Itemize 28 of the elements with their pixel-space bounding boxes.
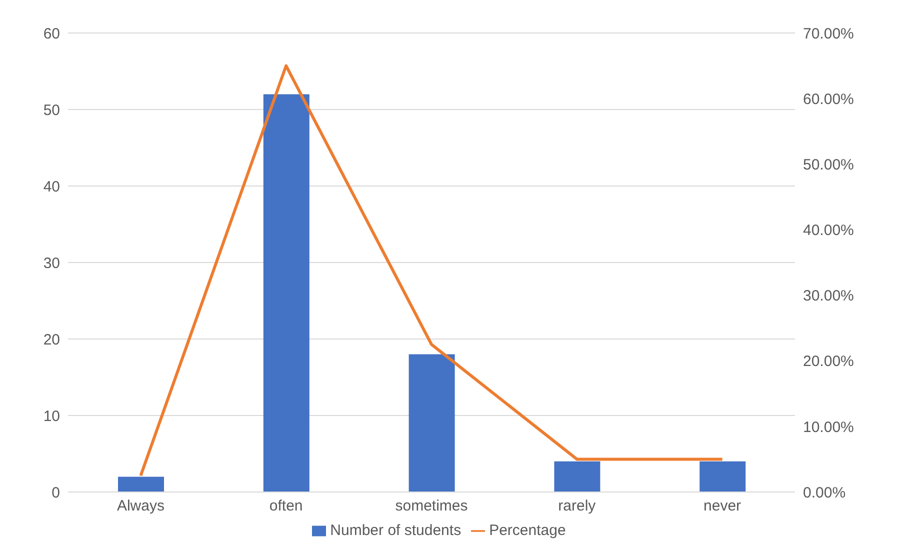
- line-series: [139, 64, 724, 478]
- y-tick-label: 20: [43, 331, 60, 348]
- y-tick-label: 0: [52, 484, 60, 502]
- y2-tick-label: 50.00%: [803, 156, 854, 174]
- bar: [700, 461, 746, 492]
- legend-label: Number of students: [330, 522, 462, 539]
- y2-tick-label: 70.00%: [803, 25, 854, 42]
- y-tick-label: 10: [43, 408, 60, 425]
- y2-tick-label: 0.00%: [803, 484, 846, 502]
- y-tick-label: 30: [43, 254, 60, 272]
- bar: [118, 476, 164, 492]
- y-tick-label: 50: [43, 102, 60, 119]
- legend-label: Percentage: [489, 522, 566, 539]
- x-tick-label: sometimes: [395, 498, 468, 515]
- x-tick-label: Always: [116, 498, 164, 515]
- y2-tick-label: 60.00%: [803, 90, 854, 108]
- y-tick-label: 60: [43, 25, 60, 42]
- y2-tick-label: 30.00%: [803, 288, 854, 305]
- y2-tick-label: 10.00%: [803, 418, 854, 436]
- x-tick-label: rarely: [558, 498, 596, 515]
- bar: [408, 354, 455, 492]
- y2-tick-label: 20.00%: [803, 353, 854, 370]
- y2-tick-label: 40.00%: [803, 222, 854, 240]
- x-tick-label: often: [269, 498, 303, 515]
- x-tick-label: never: [704, 498, 742, 515]
- bar: [554, 461, 600, 492]
- bar: [263, 94, 310, 492]
- y-tick-label: 40: [43, 178, 60, 196]
